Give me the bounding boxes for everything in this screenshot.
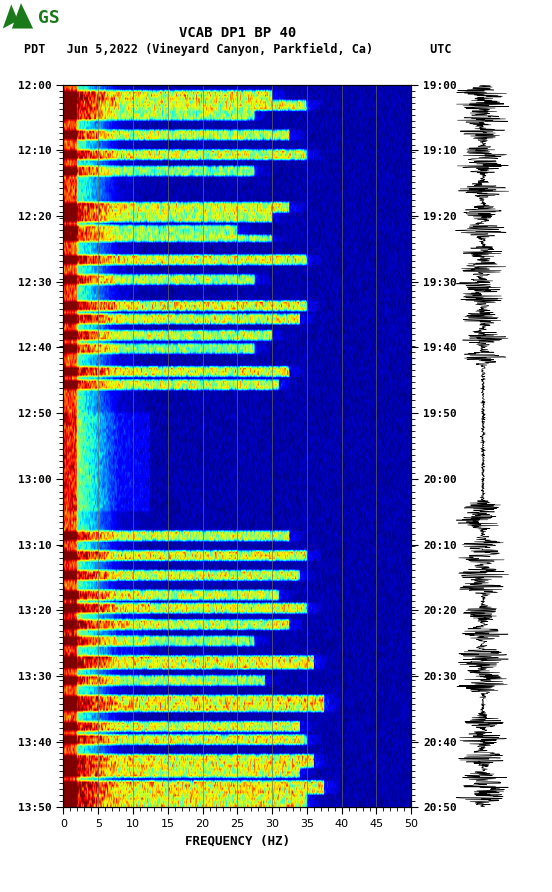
- Polygon shape: [12, 3, 33, 29]
- Text: GS: GS: [38, 9, 59, 27]
- Text: PDT   Jun 5,2022 (Vineyard Canyon, Parkfield, Ca)        UTC: PDT Jun 5,2022 (Vineyard Canyon, Parkfie…: [24, 43, 451, 55]
- Text: VCAB DP1 BP 40: VCAB DP1 BP 40: [179, 26, 296, 40]
- Polygon shape: [3, 4, 18, 29]
- X-axis label: FREQUENCY (HZ): FREQUENCY (HZ): [185, 835, 290, 847]
